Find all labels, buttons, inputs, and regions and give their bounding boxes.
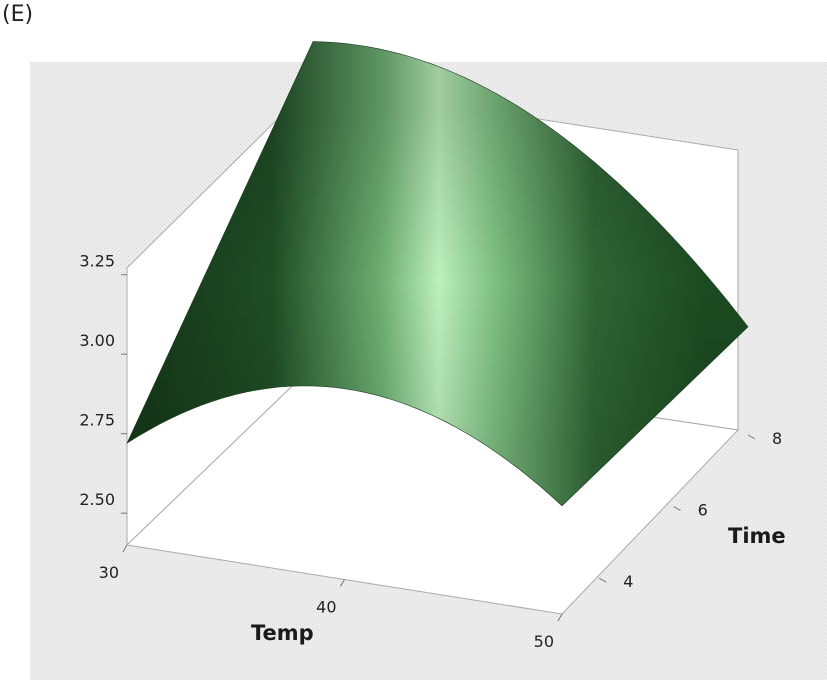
- y-tick-label: 8: [772, 429, 782, 448]
- y-tick-label: 4: [623, 572, 633, 591]
- z-axis: 2.50 2.75 3.00 3.25: [79, 252, 127, 514]
- x-tick-label: 50: [534, 632, 554, 651]
- panel-label: (E): [2, 2, 34, 27]
- z-tick-label: 2.50: [79, 490, 115, 509]
- x-tick: [122, 544, 128, 553]
- x-tick-label: 40: [316, 598, 336, 617]
- x-axis-title: Temp: [251, 621, 314, 645]
- x-axis: 30 40 50: [99, 544, 563, 651]
- z-tick-label: 3.25: [79, 252, 115, 271]
- y-axis: 4 6 8: [598, 429, 782, 591]
- y-tick-label: 6: [698, 501, 708, 520]
- surface-shading: [127, 41, 748, 506]
- y-tick: [598, 577, 607, 583]
- y-tick: [673, 506, 681, 512]
- x-tick: [340, 579, 345, 587]
- y-tick: [747, 434, 756, 440]
- y-axis-title: Time: [728, 524, 786, 548]
- z-tick-label: 2.75: [79, 411, 115, 430]
- x-tick-label: 30: [99, 563, 119, 582]
- x-tick: [557, 613, 563, 622]
- z-tick-label: 3.00: [79, 331, 115, 350]
